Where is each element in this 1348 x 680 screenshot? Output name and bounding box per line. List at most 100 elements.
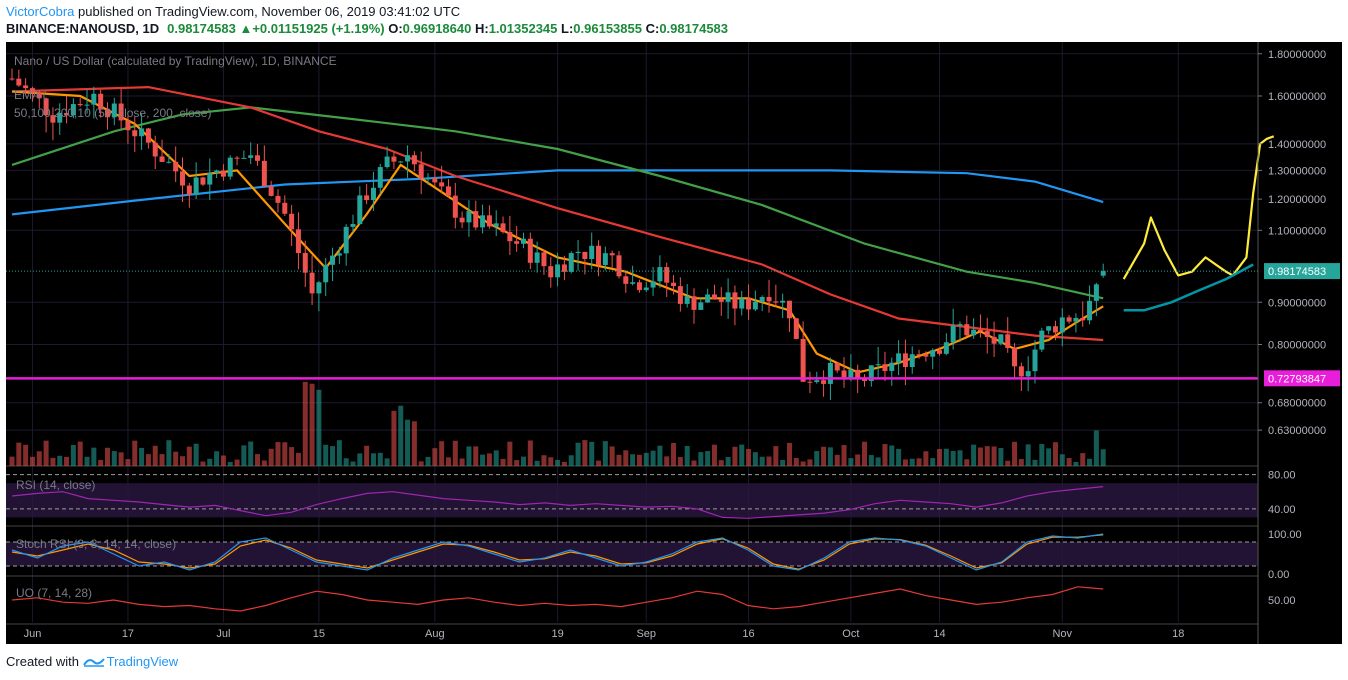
candle-down — [64, 112, 70, 116]
volume-bar — [405, 419, 411, 466]
candle-down — [418, 164, 424, 179]
volume-bar — [152, 445, 158, 466]
x-tick-label: Nov — [1052, 628, 1072, 640]
volume-bar — [909, 458, 915, 466]
candle-up — [943, 342, 949, 354]
volume-bar — [896, 448, 902, 466]
volume-bar — [609, 446, 615, 466]
volume-bar — [964, 459, 970, 466]
candle-down — [821, 380, 827, 384]
volume-bar — [664, 456, 670, 466]
candle-up — [971, 329, 977, 336]
volume-bar — [821, 446, 827, 466]
volume-bar — [220, 455, 226, 466]
volume-bar — [998, 447, 1004, 466]
axes: 1.80000000 1.60000000 1.40000000 1.30000000… — [24, 42, 1326, 644]
volume-bar — [480, 454, 486, 466]
volume-bar — [309, 383, 315, 466]
y-tick-label: 0.68000000 — [1268, 398, 1326, 410]
candle-down — [937, 350, 943, 354]
volume-bar — [1039, 444, 1045, 466]
candle-up — [575, 251, 581, 254]
volume-bars — [9, 381, 1106, 466]
volume-bar — [255, 454, 261, 466]
chart-area[interactable]: 0.98174583 0.72793847 80.00 40.00 100.00 0.0… — [6, 42, 1342, 644]
volume-bar — [875, 457, 881, 466]
candle-up — [343, 226, 349, 254]
candle-down — [711, 294, 717, 300]
volume-bar — [575, 442, 581, 466]
candle-up — [1073, 317, 1079, 322]
candle-up — [1025, 371, 1031, 377]
candle-down — [29, 88, 35, 93]
volume-bar — [636, 454, 642, 466]
volume-bar — [493, 450, 499, 466]
x-tick-label: 18 — [1172, 628, 1184, 640]
volume-bar — [282, 442, 288, 466]
candle-up — [384, 156, 390, 168]
candle-down — [125, 120, 131, 131]
candle-up — [91, 93, 97, 105]
candle-up — [370, 187, 376, 201]
author-link[interactable]: VictorCobra — [6, 4, 75, 19]
volume-bar — [902, 459, 908, 466]
rsi-tick-label: 40.00 — [1268, 504, 1296, 516]
low-value: 0.96153855 — [573, 21, 642, 36]
tradingview-link[interactable]: TradingView — [106, 654, 179, 669]
volume-bar — [507, 441, 513, 466]
candle-up — [1032, 349, 1038, 372]
teal-projection-path — [1123, 263, 1254, 312]
ema-line — [11, 169, 1104, 216]
candle-up — [568, 253, 574, 272]
candle-down — [98, 93, 104, 110]
candles — [9, 68, 1106, 401]
candle-down — [1018, 366, 1024, 377]
volume-bar — [746, 449, 752, 466]
candle-down — [616, 255, 622, 277]
chart-svg[interactable]: 0.98174583 0.72793847 80.00 40.00 100.00 0.0… — [6, 42, 1342, 644]
volume-bar — [616, 454, 622, 466]
x-tick-label: 19 — [551, 628, 563, 640]
candle-up — [227, 157, 233, 177]
candle-down — [16, 78, 22, 86]
candle-down — [800, 338, 806, 382]
candle-up — [248, 155, 254, 158]
volume-bar — [718, 460, 724, 466]
candle-down — [36, 92, 42, 99]
y-tick-label: 0.90000000 — [1268, 297, 1326, 309]
candle-down — [432, 177, 438, 183]
candle-down — [514, 241, 520, 244]
volume-bar — [1100, 449, 1106, 466]
candle-up — [1039, 330, 1045, 350]
volume-bar — [630, 454, 636, 466]
volume-bar — [241, 445, 247, 466]
candle-down — [1066, 317, 1072, 322]
volume-bar — [173, 451, 179, 466]
volume-bar — [623, 450, 629, 466]
rsi-tick-label: 80.00 — [1268, 470, 1296, 482]
candle-up — [752, 301, 758, 310]
x-tick-label: 15 — [313, 628, 325, 640]
y-tick-label: 1.60000000 — [1268, 91, 1326, 103]
volume-bar — [377, 452, 383, 466]
candle-up — [909, 354, 915, 367]
y-tick-label: 1.80000000 — [1268, 49, 1326, 61]
candle-up — [214, 170, 220, 174]
volume-bar — [957, 450, 963, 466]
volume-bar — [650, 450, 656, 466]
candle-up — [70, 104, 76, 116]
candle-up — [589, 245, 595, 260]
candle-down — [77, 104, 83, 106]
candle-down — [902, 353, 908, 367]
candle-up — [336, 253, 342, 256]
up-arrow-icon: ▲ — [239, 21, 253, 36]
yellow-projection-path — [1122, 135, 1275, 280]
candle-down — [596, 245, 602, 266]
volume-bar — [104, 447, 110, 466]
volume-bar — [193, 443, 199, 466]
volume-bar — [364, 445, 370, 466]
candle-up — [425, 177, 431, 179]
candle-up — [725, 292, 731, 302]
volume-bar — [1080, 453, 1086, 466]
candle-down — [473, 211, 479, 228]
